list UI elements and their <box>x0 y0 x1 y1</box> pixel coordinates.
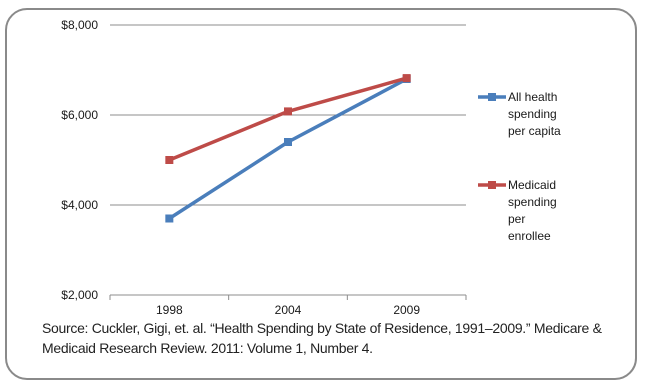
data-point <box>165 156 174 164</box>
legend-label-line: per <box>508 212 525 226</box>
source-line-1: Source: Cuckler, Gigi, et. al. “Health S… <box>42 320 602 336</box>
series-line <box>168 77 408 220</box>
legend-label-line: enrollee <box>508 229 551 243</box>
source-citation: Source: Cuckler, Gigi, et. al. “Health S… <box>42 318 622 358</box>
legend-label-line: spending <box>508 107 557 121</box>
legend-label: All health spending per capita <box>508 90 561 138</box>
legend-swatch-marker <box>488 93 496 101</box>
data-point <box>402 74 411 83</box>
y-tick-label: $6,000 <box>61 108 98 122</box>
x-tick-label: 2004 <box>275 303 302 317</box>
y-tick-label: $4,000 <box>61 198 98 212</box>
data-point <box>165 214 174 223</box>
source-line-2: Medicaid Research Review. 2011: Volume 1… <box>42 340 373 356</box>
x-tick-label: 1998 <box>156 303 183 317</box>
y-tick-label: $8,000 <box>61 18 98 32</box>
legend-label-line: All health <box>508 90 557 104</box>
legend-label: Medicaid spending per enrollee <box>508 178 557 243</box>
y-tick-label: $2,000 <box>61 288 98 302</box>
legend-label-line: spending <box>508 195 557 209</box>
legend-label-line: per capita <box>508 124 561 138</box>
line-chart: $2,000 $4,000 $6,000 $8,000 1998 2004 2009 All… <box>61 18 561 317</box>
legend-swatch-marker <box>488 181 496 189</box>
chart-frame <box>5 8 637 380</box>
x-tick-label: 2009 <box>393 303 420 317</box>
series-line <box>168 76 408 162</box>
legend-label-line: Medicaid <box>508 178 556 192</box>
data-point <box>284 138 292 146</box>
data-point <box>284 107 292 116</box>
